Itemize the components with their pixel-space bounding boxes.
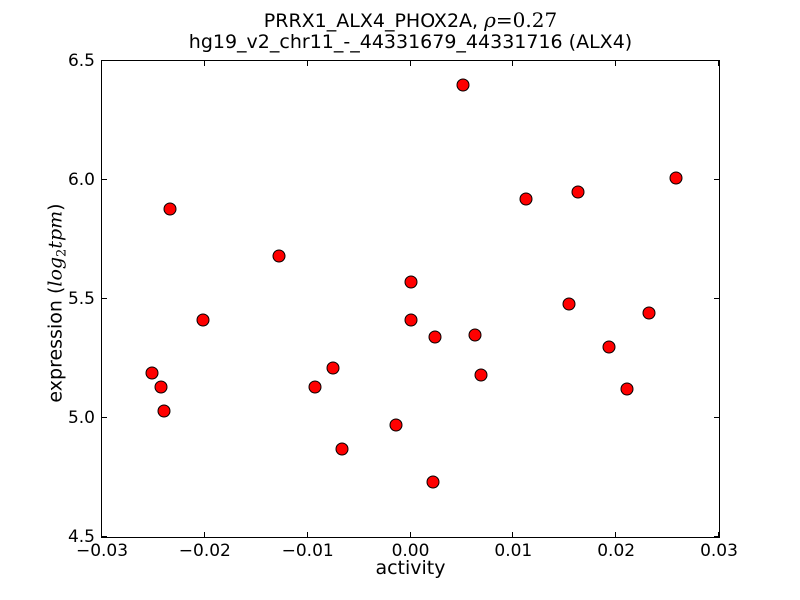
- x-tick-top: [718, 61, 719, 66]
- y-tick-right: [714, 179, 719, 180]
- data-point: [404, 313, 417, 327]
- y-tick-label: 4.5: [67, 527, 95, 547]
- data-point: [428, 330, 442, 344]
- x-tick-bottom: [512, 532, 514, 537]
- data-point: [474, 368, 488, 382]
- y-tick-left: [102, 298, 107, 299]
- x-tick-label: −0.02: [178, 541, 231, 561]
- data-point: [272, 249, 286, 263]
- x-tick-bottom: [718, 532, 719, 537]
- y-tick-right: [714, 536, 719, 537]
- y-tick-right: [714, 417, 719, 418]
- data-point: [326, 361, 340, 375]
- data-point: [519, 192, 533, 206]
- data-point: [642, 306, 656, 320]
- x-tick-top: [306, 61, 308, 66]
- data-point: [456, 78, 470, 92]
- x-tick-top: [409, 61, 411, 66]
- data-point: [145, 366, 159, 380]
- x-axis-label: activity: [375, 557, 446, 579]
- x-tick-bottom: [306, 532, 308, 537]
- data-point: [669, 171, 683, 185]
- data-point: [308, 380, 322, 394]
- data-point: [154, 380, 168, 394]
- x-tick-label: 0.01: [494, 541, 533, 561]
- x-tick-label: 0.00: [391, 541, 430, 561]
- data-point: [426, 475, 440, 489]
- plot-area: [101, 60, 720, 538]
- x-tick-label: −0.01: [281, 541, 334, 561]
- data-point: [602, 340, 616, 354]
- data-point: [404, 275, 417, 289]
- chart-title: PRRX1_ALX4_PHOX2A, ρ=0.27 hg19_v2_chr11_…: [101, 10, 720, 53]
- x-tick-label: 0.03: [700, 541, 738, 561]
- y-tick-left: [102, 179, 107, 180]
- y-axis-label-math-tpm: tpm: [44, 210, 67, 249]
- x-tick-bottom: [615, 532, 617, 537]
- x-tick-top: [203, 61, 205, 66]
- data-point: [571, 185, 585, 199]
- data-point: [562, 297, 576, 311]
- data-point: [335, 442, 349, 456]
- data-point: [196, 313, 210, 327]
- y-tick-label: 6.0: [67, 170, 95, 190]
- data-point: [389, 418, 403, 432]
- y-tick-right: [714, 60, 719, 61]
- y-tick-left: [102, 417, 107, 418]
- data-point: [468, 328, 482, 342]
- x-tick-label: −0.03: [75, 541, 129, 561]
- y-tick-label: 5.5: [67, 289, 95, 309]
- data-point: [620, 382, 634, 396]
- x-tick-top: [512, 61, 514, 66]
- y-tick-label: 5.0: [67, 408, 95, 428]
- x-tick-label: 0.02: [597, 541, 636, 561]
- data-point: [157, 404, 171, 418]
- chart-title-line2: hg19_v2_chr11_-_44331679_44331716 (ALX4): [188, 31, 633, 53]
- chart-title-line1: PRRX1_ALX4_PHOX2A, ρ=0.27: [101, 10, 720, 32]
- rho-value: =0.27: [495, 8, 558, 32]
- x-tick-top: [615, 61, 617, 66]
- x-tick-top: [101, 61, 102, 66]
- data-point: [163, 202, 177, 216]
- title-text: PRRX1_ALX4_PHOX2A,: [263, 10, 485, 32]
- y-tick-label: 6.5: [67, 51, 95, 71]
- x-tick-bottom: [409, 532, 411, 537]
- x-tick-bottom: [101, 532, 102, 537]
- y-axis-label-subscript: 2: [54, 248, 70, 257]
- y-tick-left: [102, 60, 107, 61]
- y-axis-label-math-log: log: [44, 256, 67, 287]
- x-tick-bottom: [203, 532, 205, 537]
- rho-symbol: ρ: [484, 8, 496, 32]
- y-tick-right: [714, 298, 719, 299]
- y-axis-label-suffix: ): [44, 203, 67, 211]
- y-tick-left: [102, 536, 107, 537]
